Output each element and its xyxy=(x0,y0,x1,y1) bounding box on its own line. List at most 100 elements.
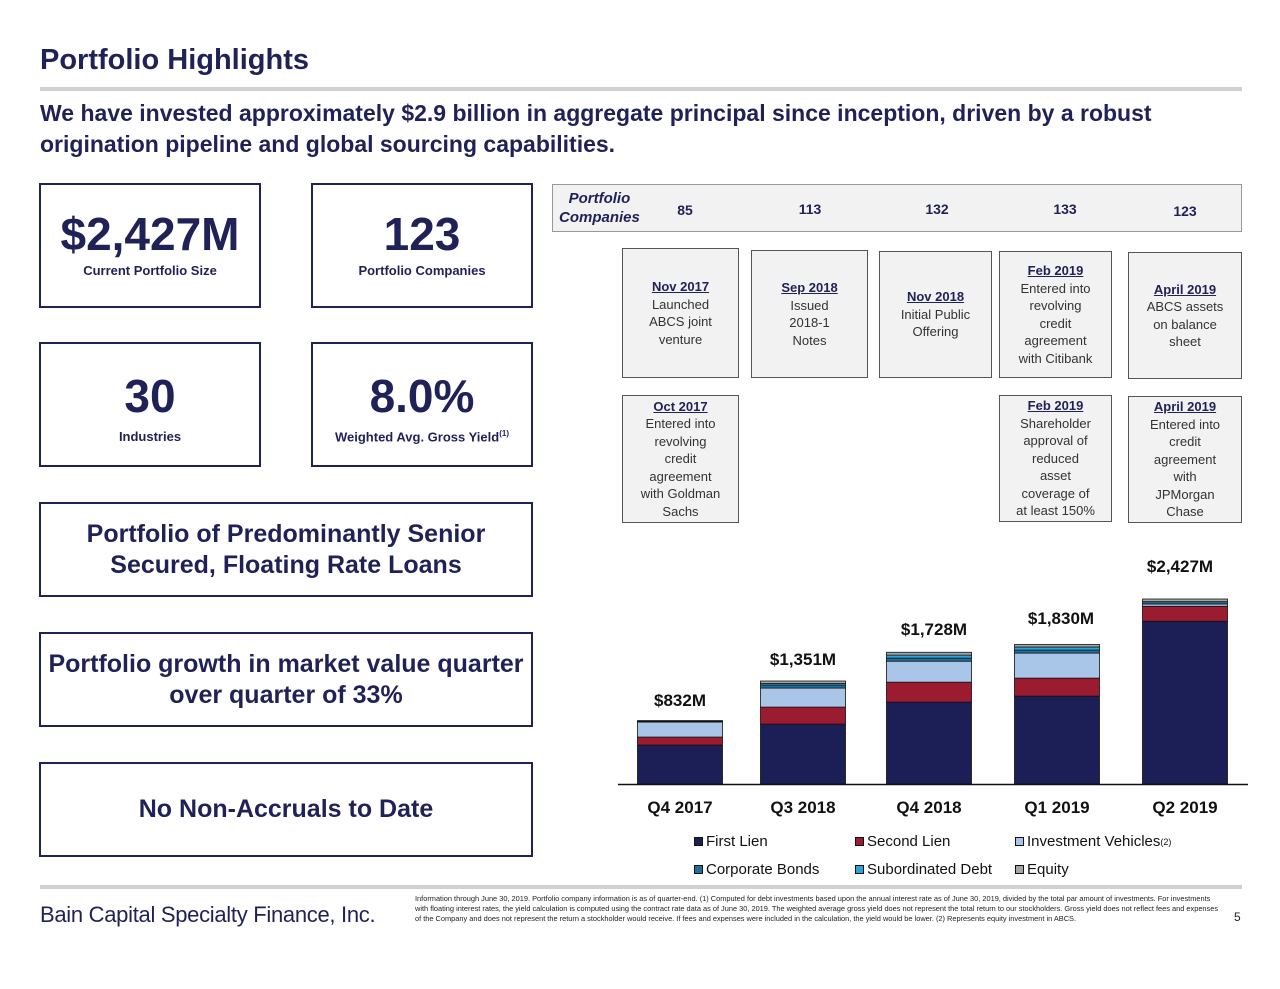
legend-swatch xyxy=(855,837,864,846)
milestone-text: asset xyxy=(1039,468,1072,484)
portfolio-companies-label: Portfolio Companies xyxy=(559,189,640,227)
bar-segment-corporate-bonds xyxy=(760,684,846,689)
company-logo: Bain Capital Specialty Finance, Inc. xyxy=(40,902,376,927)
legend-label: Second Lien xyxy=(867,833,951,850)
total-label: $2,427M xyxy=(1146,557,1214,576)
bar-segment-second-lien xyxy=(1142,605,1228,622)
milestone-box: Feb 2019 Entered into revolving credit agree… xyxy=(999,251,1112,378)
milestone-text: ABCS joint xyxy=(649,314,712,329)
x-tick-label: Q2 2019 xyxy=(1152,798,1218,817)
milestone-text: approval of xyxy=(1023,433,1088,449)
footnote: Information through June 30, 2019. Portf… xyxy=(415,894,1219,923)
milestone-text: Issued xyxy=(790,297,829,313)
kpi-value: 123 xyxy=(383,208,461,260)
milestone-text: agreement xyxy=(1024,333,1087,348)
label-line: Companies xyxy=(559,209,640,226)
x-tick-label: Q4 2018 xyxy=(896,798,962,817)
kpi-gross-yield: 8.0% Weighted Avg. Gross Yield(1) xyxy=(311,342,533,467)
x-tick-label: Q4 2017 xyxy=(647,798,713,817)
milestone-date: April 2019 xyxy=(1153,281,1217,297)
milestone-text: venture xyxy=(658,331,703,347)
x-tick-label: Q3 2018 xyxy=(770,798,836,817)
bar-segment-equity xyxy=(637,720,723,722)
milestone-date: Feb 2019 xyxy=(1027,263,1084,278)
milestone-text: ABCS assets xyxy=(1146,299,1224,314)
milestone-box: Feb 2019 Shareholder approval of reduced ass… xyxy=(999,395,1112,522)
bar-segment-investment-vehicles xyxy=(886,660,972,683)
bar-segment-equity xyxy=(1014,644,1100,648)
kpi-label: Portfolio Companies xyxy=(358,263,486,278)
bar-segment-corporate-bonds xyxy=(1014,649,1100,654)
legend-swatch xyxy=(1015,837,1024,846)
legend-item: Subordinated Debt xyxy=(855,861,992,878)
legend-item: Second Lien xyxy=(855,833,950,850)
legend-item: First Lien xyxy=(694,833,768,850)
kpi-value: 8.0% xyxy=(369,370,475,422)
total-label: $1,830M xyxy=(1027,608,1095,628)
legend-item: Equity xyxy=(1015,861,1069,878)
milestone-text: Entered into xyxy=(1149,416,1221,432)
bar-segment-corporate-bonds xyxy=(886,657,972,662)
milestone-text: Shareholder xyxy=(1020,415,1091,431)
milestone-box: Nov 2017 Launched ABCS joint venture xyxy=(622,248,739,378)
legend-label: Corporate Bonds xyxy=(706,861,820,878)
milestone-text: with Citibank xyxy=(1018,350,1093,366)
company-count: 113 xyxy=(798,201,822,217)
company-count: 132 xyxy=(925,201,949,217)
footnote-ref: (1) xyxy=(499,429,509,438)
kpi-portfolio-companies: 123 Portfolio Companies xyxy=(311,183,533,308)
milestone-text: 2018-1 xyxy=(789,315,830,330)
total-label: $1,728M xyxy=(900,620,968,640)
milestone-box: April 2019 Entered into credit agreement wit… xyxy=(1128,396,1242,523)
milestone-box: April 2019 ABCS assets on balance sheet xyxy=(1128,252,1242,379)
bar-segment-first-lien xyxy=(886,701,972,785)
milestone-text: sheet xyxy=(1169,334,1201,349)
company-count: 123 xyxy=(1173,203,1197,219)
milestone-box: Sep 2018 Issued 2018-1 Notes xyxy=(751,250,868,378)
milestone-text: coverage of xyxy=(1021,485,1090,501)
divider xyxy=(40,87,1242,91)
bar-segment-investment-vehicles xyxy=(637,721,723,738)
milestone-text: credit xyxy=(664,451,697,467)
page-number: 5 xyxy=(1234,910,1241,924)
bar-segment-second-lien xyxy=(760,706,846,725)
legend-swatch xyxy=(694,865,703,874)
bar-segment-second-lien xyxy=(886,681,972,703)
bar-segment-subordinated-debt xyxy=(886,654,972,659)
total-label: $1,351M xyxy=(769,650,837,670)
legend-label: First Lien xyxy=(706,833,768,850)
milestone-box: Nov 2018 Initial Public Offering xyxy=(879,251,992,378)
milestone-text: reduced xyxy=(1032,450,1079,466)
milestone-text: Chase xyxy=(1166,504,1204,520)
callout-senior-secured: Portfolio of Predominantly Senior Secure… xyxy=(39,502,533,597)
legend-swatch xyxy=(855,865,864,874)
milestone-text: revolving xyxy=(654,433,707,449)
bar-segment-first-lien xyxy=(760,723,846,785)
bar-segment-first-lien xyxy=(637,744,723,785)
milestone-text: revolving xyxy=(1029,298,1082,313)
portfolio-companies-band: Portfolio Companies 85 113 132 133 123 xyxy=(552,184,1242,232)
milestone-text: Offering xyxy=(912,324,959,340)
milestone-text: agreement xyxy=(1153,451,1217,467)
company-count: 85 xyxy=(677,202,693,218)
legend-swatch xyxy=(1015,865,1024,874)
bar-segment-investment-vehicles xyxy=(760,687,846,708)
kpi-value: $2,427M xyxy=(60,208,240,260)
milestone-text: Entered into xyxy=(1020,280,1091,296)
bar-segment-equity xyxy=(760,680,846,684)
callout-growth: Portfolio growth in market value quarter… xyxy=(39,632,533,727)
bar-segment-investment-vehicles xyxy=(1014,652,1100,679)
milestone-text: Entered into xyxy=(645,416,716,432)
milestone-text: on balance xyxy=(1153,316,1217,332)
kpi-label: Weighted Avg. Gross Yield(1) xyxy=(313,429,531,444)
divider xyxy=(40,885,1242,889)
page-title: Portfolio Highlights xyxy=(40,44,310,76)
milestone-box: Oct 2017 Entered into revolving credit agree… xyxy=(622,395,739,523)
kpi-value: 30 xyxy=(124,370,176,422)
milestone-text: Launched xyxy=(651,296,710,312)
legend-label: Investment Vehicles xyxy=(1027,833,1161,850)
milestone-date: Feb 2019 xyxy=(1027,398,1084,414)
callout-non-accruals: No Non-Accruals to Date xyxy=(39,762,533,857)
bar-segment-subordinated-debt xyxy=(1014,646,1100,651)
